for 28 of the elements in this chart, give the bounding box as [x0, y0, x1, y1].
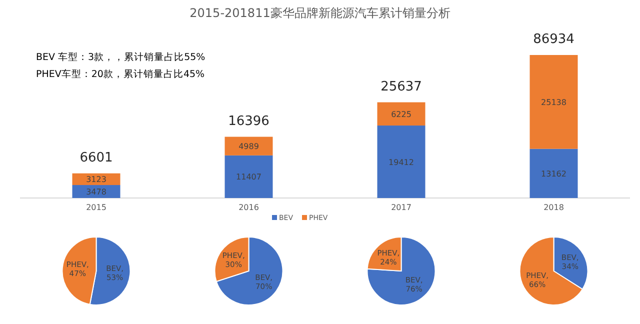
annotation: 6601 [80, 150, 113, 166]
x-tick-label: 2017 [391, 203, 412, 212]
bar [530, 55, 578, 149]
pie-slice [366, 236, 436, 306]
annotation: BEV 车型：3款，，累计销量占比55% [36, 51, 206, 63]
bar [377, 126, 426, 198]
bar [224, 155, 273, 198]
annotation: 86934 [533, 32, 574, 47]
annotation: 25637 [380, 79, 422, 94]
bar [530, 148, 578, 198]
data-label: 25138 [541, 98, 566, 107]
bar [224, 136, 273, 156]
chart-title: 2015-201811豪华品牌新能源汽车累计销量分析 [190, 6, 450, 20]
data-label: 19412 [388, 158, 414, 167]
x-tick-label: 2015 [86, 203, 106, 212]
x-tick-label: 2018 [544, 203, 564, 212]
annotation: PHEV车型：20款，累计销量占比45% [36, 68, 205, 80]
data-label: 3478 [86, 188, 106, 197]
data-label: 13162 [541, 169, 566, 178]
data-label: 6225 [391, 110, 412, 119]
bar [72, 185, 120, 198]
data-label: 4989 [238, 142, 259, 152]
pie-slice [216, 236, 284, 306]
data-label: 3123 [86, 175, 106, 184]
bar [377, 102, 426, 126]
data-label: 11407 [236, 172, 262, 182]
annotation: 16396 [228, 114, 270, 129]
x-tick-label: 2016 [238, 203, 259, 212]
